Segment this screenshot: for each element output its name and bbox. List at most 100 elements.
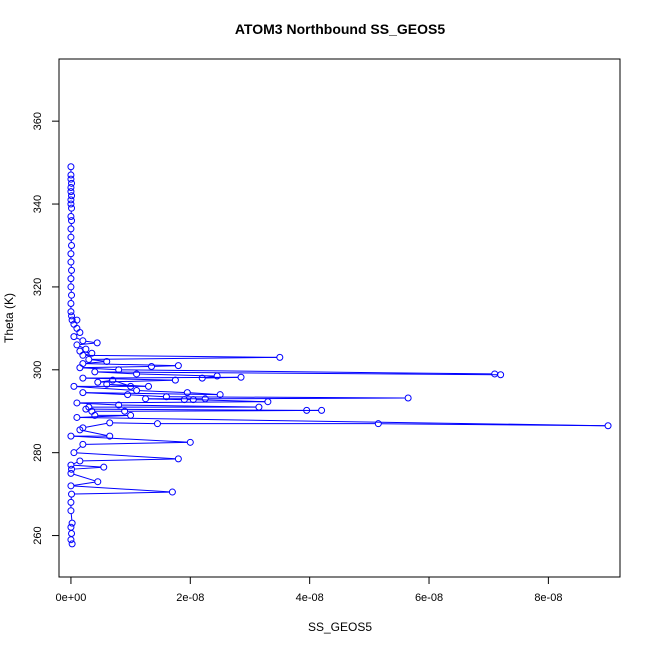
- data-point: [67, 308, 75, 316]
- chart-title: ATOM3 Northbound SS_GEOS5: [235, 21, 445, 37]
- data-point: [76, 457, 84, 465]
- data-point: [67, 482, 75, 490]
- data-point: [183, 389, 191, 397]
- data-point: [180, 396, 188, 404]
- data-point: [94, 478, 102, 486]
- data-point: [67, 283, 75, 291]
- series-segment: [75, 446, 82, 452]
- y-tick-label: 340: [32, 195, 44, 213]
- data-point: [76, 329, 84, 337]
- data-point: [67, 299, 75, 307]
- data-point: [67, 275, 75, 283]
- series-segment: [115, 380, 128, 386]
- data-point: [133, 370, 141, 378]
- data-point: [67, 461, 75, 469]
- series-segment: [97, 371, 134, 375]
- x-axis-label: SS_GEOS5: [308, 620, 372, 634]
- data-point: [68, 316, 76, 324]
- y-tick-label: 280: [32, 444, 44, 462]
- series-segment: [73, 485, 170, 493]
- x-tick-label: 4e-08: [296, 592, 324, 604]
- data-point: [68, 266, 76, 274]
- data-point: [73, 399, 81, 407]
- data-point: [189, 396, 197, 404]
- data-point: [124, 391, 132, 399]
- series-segment: [85, 354, 277, 358]
- data-point: [79, 337, 87, 345]
- data-point: [73, 413, 81, 421]
- series-segment: [79, 417, 606, 427]
- series-segment: [85, 340, 95, 343]
- data-point: [70, 382, 78, 390]
- data-point: [67, 183, 75, 191]
- series-segment: [85, 361, 104, 364]
- series-segment: [85, 422, 107, 428]
- data-point: [91, 411, 99, 419]
- data-point: [103, 358, 111, 366]
- data-point: [318, 406, 326, 414]
- y-tick-label: 260: [32, 526, 44, 544]
- data-point: [103, 380, 111, 388]
- data-point: [67, 233, 75, 241]
- data-point: [121, 407, 129, 415]
- data-point: [67, 498, 75, 506]
- data-point: [198, 374, 206, 382]
- data-point: [91, 368, 99, 376]
- data-point: [88, 349, 96, 357]
- data-point: [67, 225, 75, 233]
- data-point: [264, 398, 272, 406]
- data-point: [67, 432, 75, 440]
- data-point: [79, 440, 87, 448]
- y-tick-label: 360: [32, 112, 44, 130]
- series-segment: [85, 353, 90, 356]
- data-point: [67, 507, 75, 515]
- data-point: [404, 394, 412, 402]
- series-segment: [85, 363, 176, 367]
- data-point: [70, 333, 78, 341]
- data-point: [79, 389, 87, 397]
- series-segment: [76, 452, 176, 460]
- data-point: [115, 366, 123, 374]
- data-point: [106, 432, 114, 440]
- data-point: [68, 291, 76, 299]
- data-point: [70, 449, 78, 457]
- data-point: [604, 422, 612, 430]
- x-axis: 0e+00 2e-08 4e-08 6e-08 8e-08: [55, 576, 562, 604]
- data-point: [68, 204, 76, 212]
- data-point: [142, 395, 150, 403]
- data-point: [79, 351, 87, 359]
- series-segment: [73, 481, 95, 486]
- series-segment: [79, 401, 265, 404]
- data-point: [109, 376, 117, 384]
- series-segment: [73, 461, 78, 465]
- data-point: [216, 391, 224, 399]
- data-point: [168, 488, 176, 496]
- data-point: [68, 490, 76, 498]
- data-point: [213, 372, 221, 380]
- series-segment: [85, 392, 218, 396]
- x-tick-label: 8e-08: [534, 592, 562, 604]
- data-point: [68, 519, 76, 527]
- data-point: [67, 163, 75, 171]
- data-point: [145, 382, 153, 390]
- y-axis-label: Theta (K): [2, 293, 16, 343]
- series-segment: [97, 371, 498, 376]
- series-segment: [91, 359, 104, 362]
- data-point: [67, 188, 75, 196]
- data-point: [82, 345, 90, 353]
- y-axis: 260 280 300 320 340 360: [32, 112, 60, 545]
- series-segment: [82, 367, 116, 371]
- series-segment: [79, 415, 128, 418]
- data-point: [73, 341, 81, 349]
- data-point: [115, 401, 123, 409]
- series-segment: [82, 366, 149, 369]
- data-point: [276, 353, 284, 361]
- data-point: [68, 217, 76, 225]
- data-point: [79, 374, 87, 382]
- data-point: [303, 406, 311, 414]
- data-point: [186, 438, 194, 446]
- series-segment: [76, 386, 134, 391]
- data-point: [76, 426, 84, 434]
